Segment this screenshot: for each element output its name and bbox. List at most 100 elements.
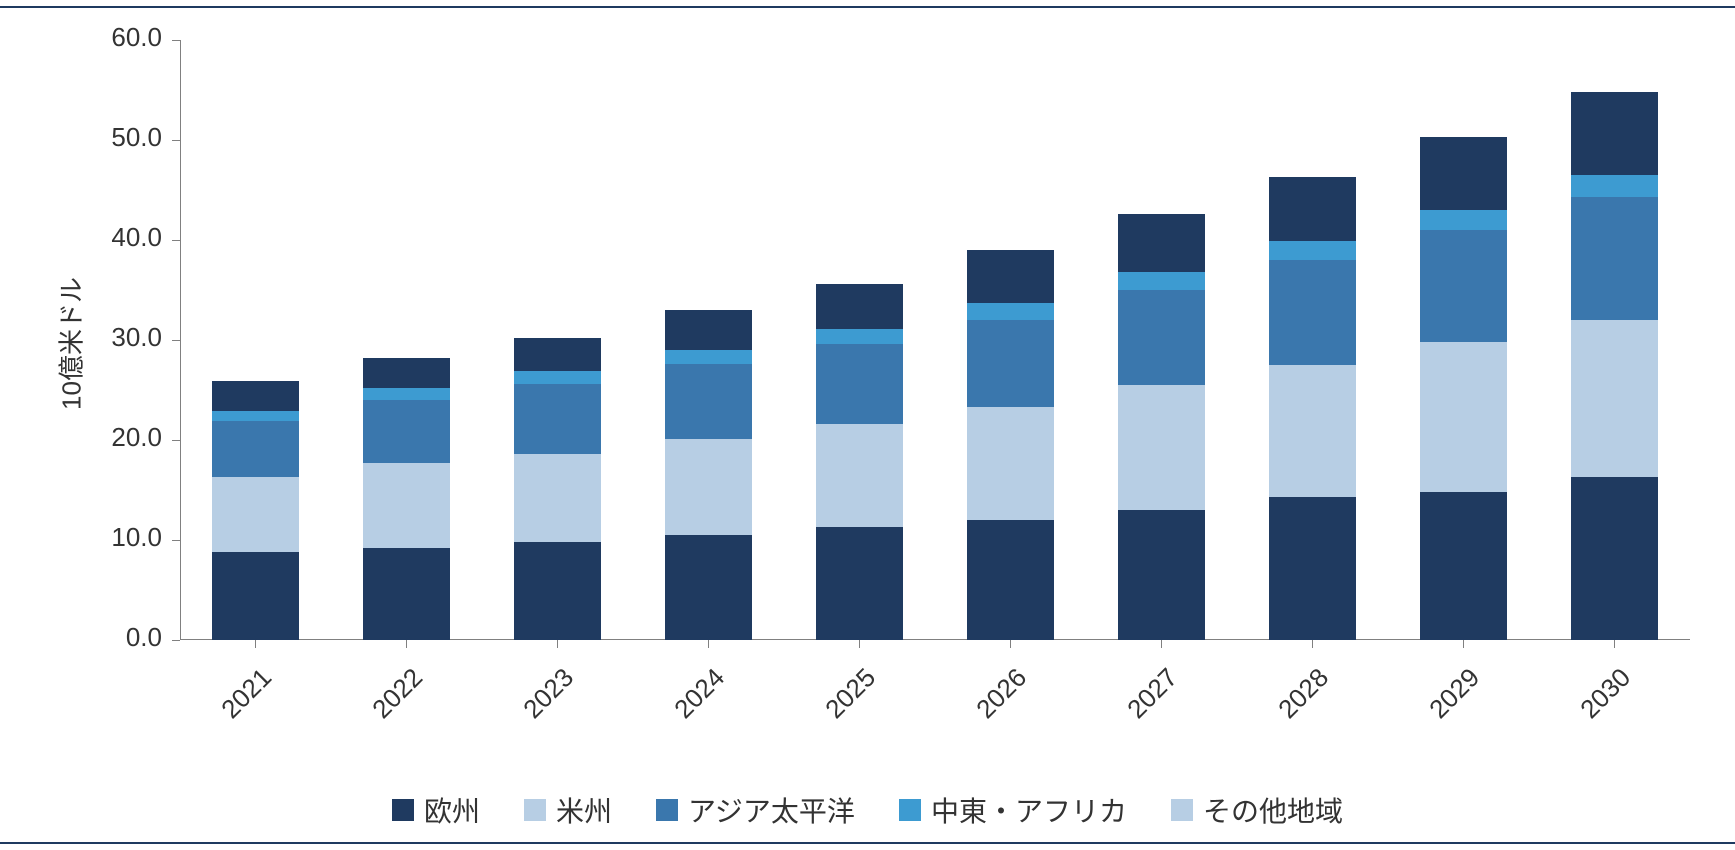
- y-tick-mark: [172, 140, 180, 141]
- bar-2022: [363, 358, 451, 640]
- bar-2023: [514, 338, 602, 640]
- segment-mea: [1571, 175, 1659, 197]
- y-tick-mark: [172, 440, 180, 441]
- segment-apac: [1269, 260, 1357, 365]
- y-tick-mark: [172, 640, 180, 641]
- bar-2027: [1118, 214, 1206, 640]
- segment-mea: [967, 303, 1055, 320]
- legend-label: 中東・アフリカ: [931, 790, 1127, 830]
- segment-apac: [816, 344, 904, 424]
- x-tick-mark: [1312, 640, 1313, 648]
- x-tick-mark: [1161, 640, 1162, 648]
- segment-mea: [1269, 241, 1357, 260]
- segment-mea: [1118, 272, 1206, 290]
- segment-europe: [514, 542, 602, 640]
- segment-mea: [1420, 210, 1508, 230]
- x-tick-label: 2025: [789, 662, 882, 755]
- segment-americas: [514, 454, 602, 542]
- x-tick-label: 2030: [1544, 662, 1637, 755]
- segment-europe: [665, 535, 753, 640]
- legend-item-mea: 中東・アフリカ: [899, 790, 1127, 830]
- y-tick-mark: [172, 540, 180, 541]
- segment-top: [967, 250, 1055, 303]
- x-tick-mark: [1614, 640, 1615, 648]
- top-border-rule: [0, 6, 1735, 8]
- legend-swatch: [524, 799, 546, 821]
- x-tick-mark: [708, 640, 709, 648]
- bar-2026: [967, 250, 1055, 640]
- legend: 欧州米州アジア太平洋中東・アフリカその他地域: [0, 790, 1735, 830]
- x-tick-label: 2027: [1091, 662, 1184, 755]
- plot-area: [180, 40, 1690, 640]
- segment-americas: [1269, 365, 1357, 497]
- x-tick-mark: [859, 640, 860, 648]
- y-axis-line: [180, 40, 181, 640]
- segment-europe: [212, 552, 300, 640]
- bar-2021: [212, 381, 300, 640]
- segment-apac: [514, 384, 602, 454]
- segment-top: [816, 284, 904, 329]
- x-tick-mark: [255, 640, 256, 648]
- y-tick-mark: [172, 40, 180, 41]
- y-tick-label: 60.0: [82, 22, 162, 53]
- bar-2028: [1269, 177, 1357, 640]
- segment-apac: [1118, 290, 1206, 385]
- segment-americas: [1420, 342, 1508, 492]
- x-tick-label: 2023: [487, 662, 580, 755]
- segment-apac: [212, 421, 300, 477]
- segment-apac: [363, 400, 451, 463]
- segment-top: [514, 338, 602, 371]
- x-tick-mark: [557, 640, 558, 648]
- segment-americas: [1571, 320, 1659, 477]
- segment-top: [1269, 177, 1357, 241]
- segment-mea: [212, 411, 300, 421]
- segment-europe: [1571, 477, 1659, 640]
- x-tick-label: 2024: [638, 662, 731, 755]
- y-tick-label: 20.0: [82, 422, 162, 453]
- bar-2030: [1571, 92, 1659, 640]
- legend-swatch: [1171, 799, 1193, 821]
- segment-top: [1420, 137, 1508, 210]
- segment-europe: [816, 527, 904, 640]
- legend-label: 欧州: [424, 790, 480, 830]
- x-tick-mark: [406, 640, 407, 648]
- segment-europe: [1118, 510, 1206, 640]
- segment-apac: [967, 320, 1055, 407]
- x-tick-label: 2021: [185, 662, 278, 755]
- segment-apac: [665, 364, 753, 439]
- bottom-border-rule: [0, 842, 1735, 844]
- segment-europe: [1420, 492, 1508, 640]
- segment-apac: [1571, 197, 1659, 320]
- segment-mea: [816, 329, 904, 344]
- legend-label: その他地域: [1203, 790, 1343, 830]
- segment-mea: [514, 371, 602, 384]
- segment-top: [363, 358, 451, 388]
- bar-2024: [665, 310, 753, 640]
- legend-item-apac: アジア太平洋: [656, 790, 855, 830]
- segment-mea: [665, 350, 753, 364]
- legend-item-europe: 欧州: [392, 790, 480, 830]
- y-tick-label: 50.0: [82, 122, 162, 153]
- legend-label: アジア太平洋: [688, 790, 855, 830]
- segment-top: [1118, 214, 1206, 272]
- x-tick-label: 2028: [1242, 662, 1335, 755]
- segment-top: [1571, 92, 1659, 175]
- chart-frame: 10億米ドル 0.010.020.030.040.050.060.0 20212…: [0, 0, 1735, 850]
- segment-americas: [363, 463, 451, 548]
- segment-americas: [816, 424, 904, 527]
- segment-americas: [212, 477, 300, 552]
- x-tick-label: 2029: [1393, 662, 1486, 755]
- segment-americas: [967, 407, 1055, 520]
- segment-mea: [363, 388, 451, 400]
- segment-europe: [967, 520, 1055, 640]
- segment-europe: [363, 548, 451, 640]
- y-tick-mark: [172, 340, 180, 341]
- y-tick-mark: [172, 240, 180, 241]
- y-tick-label: 0.0: [82, 622, 162, 653]
- legend-swatch: [656, 799, 678, 821]
- segment-americas: [665, 439, 753, 535]
- legend-swatch: [899, 799, 921, 821]
- segment-europe: [1269, 497, 1357, 640]
- segment-apac: [1420, 230, 1508, 342]
- segment-top: [212, 381, 300, 411]
